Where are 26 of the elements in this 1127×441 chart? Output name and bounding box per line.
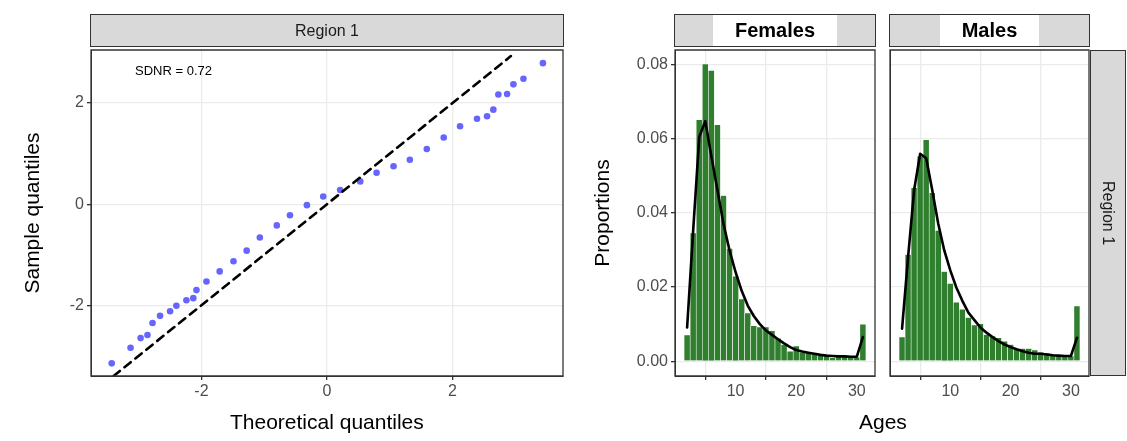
y-tick-label: -2 <box>69 295 85 313</box>
text: Region 1 <box>1099 180 1117 246</box>
x-tick-label: 20 <box>787 382 806 400</box>
y-axis-title: Sample quantiles <box>20 132 44 294</box>
x-tick-label: 0 <box>322 382 332 400</box>
x-axis-title: Ages <box>859 410 907 434</box>
y-tick-label: 0.04 <box>636 203 669 221</box>
x-tick-label: 30 <box>1062 382 1080 400</box>
y-tick-label: 0.08 <box>636 55 669 73</box>
y-axis-title: Proportions <box>590 159 614 267</box>
chart-title: Females <box>712 15 838 46</box>
x-tick-label: 20 <box>1001 382 1020 400</box>
y-tick-label: 0.00 <box>636 351 669 369</box>
chart-title: Region 1 <box>293 21 360 40</box>
x-tick-label: 10 <box>941 382 960 400</box>
x-tick-label: 30 <box>847 382 866 400</box>
y-tick-label: 0 <box>75 194 85 212</box>
chart-title: Males <box>939 15 1040 46</box>
y-tick-label: 0.02 <box>636 277 669 295</box>
x-tick-label: -2 <box>194 382 209 400</box>
y-tick-label: 2 <box>75 93 85 111</box>
x-tick-label: 10 <box>726 382 745 400</box>
annotation: SDNR = 0.72 <box>135 62 212 78</box>
x-tick-label: 2 <box>448 382 458 400</box>
x-axis-title: Theoretical quantiles <box>230 410 424 434</box>
y-tick-label: 0.06 <box>636 129 669 147</box>
